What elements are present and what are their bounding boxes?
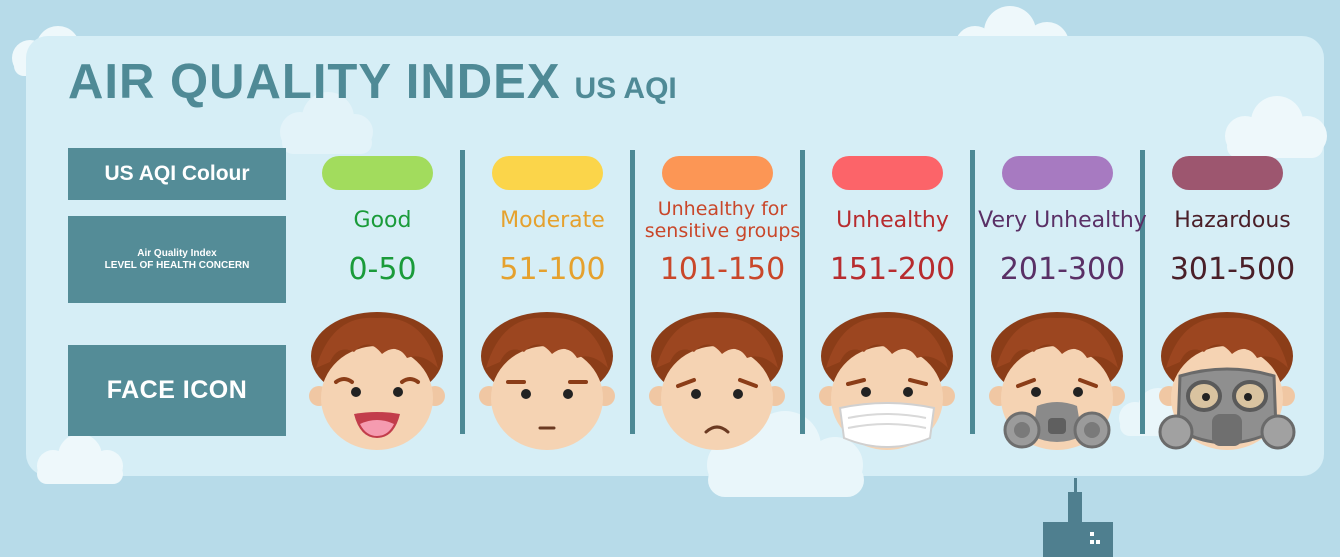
row-label-health-concern: Air Quality Index LEVEL OF HEALTH CONCER… <box>68 216 286 303</box>
cloud-icon <box>1225 96 1327 158</box>
aqi-range: 101-150 <box>659 252 786 287</box>
aqi-range: 0-50 <box>348 252 417 287</box>
colour-swatch <box>1002 156 1113 190</box>
neutral-face-icon <box>479 312 615 450</box>
respirator-icon <box>989 312 1125 450</box>
column-divider <box>630 150 635 434</box>
row-label-health-concern-line1: Air Quality Index <box>137 247 217 259</box>
colour-swatch <box>322 156 433 190</box>
health-level-line1: Unhealthy for <box>657 198 788 220</box>
row-label-colour: US AQI Colour <box>68 148 286 200</box>
aqi-range: 301-500 <box>1169 252 1296 287</box>
aqi-range: 201-300 <box>999 252 1126 287</box>
cloud-icon <box>707 411 864 497</box>
cloud-icon <box>280 92 373 154</box>
health-level: Good <box>353 208 412 233</box>
health-level: Moderate <box>500 208 605 233</box>
sad-face-icon <box>649 312 785 450</box>
aqi-category-unhealthy: Unhealthy 151-200 <box>810 156 975 456</box>
aqi-category-hazardous: Hazardous 301-500 <box>1150 156 1315 456</box>
row-label-health-concern-line2: LEVEL OF HEALTH CONCERN <box>104 259 250 271</box>
aqi-category-moderate: Moderate 51-100 <box>470 156 635 456</box>
health-level: Unhealthy <box>836 208 949 233</box>
column-divider <box>1140 150 1145 434</box>
row-label-face-icon: FACE ICON <box>68 345 286 436</box>
colour-swatch <box>832 156 943 190</box>
smiling-face-icon <box>309 312 445 450</box>
column-divider <box>970 150 975 434</box>
health-level-line2: sensitive groups <box>644 220 801 242</box>
column-divider <box>460 150 465 434</box>
aqi-category-good: Good 0-50 <box>300 156 465 456</box>
health-level: Unhealthy for sensitive groups <box>630 198 815 242</box>
page-title: AIR QUALITY INDEX US AQI <box>68 55 677 109</box>
gas-mask-icon <box>1158 312 1296 450</box>
factory-building-icon <box>1043 478 1113 557</box>
page-subtitle: US AQI <box>574 72 677 105</box>
aqi-range: 151-200 <box>829 252 956 287</box>
health-level: Very Unhealthy <box>978 208 1147 233</box>
colour-swatch <box>1172 156 1283 190</box>
colour-swatch <box>662 156 773 190</box>
cloud-icon <box>37 434 123 484</box>
aqi-category-unhealthy-sensitive: Unhealthy for sensitive groups 101-150 <box>640 156 805 456</box>
column-divider <box>800 150 805 434</box>
face-mask-icon <box>819 312 955 450</box>
aqi-range: 51-100 <box>499 252 606 287</box>
colour-swatch <box>492 156 603 190</box>
health-level: Hazardous <box>1174 208 1291 233</box>
aqi-category-very-unhealthy: Very Unhealthy 201-300 <box>978 156 1147 456</box>
